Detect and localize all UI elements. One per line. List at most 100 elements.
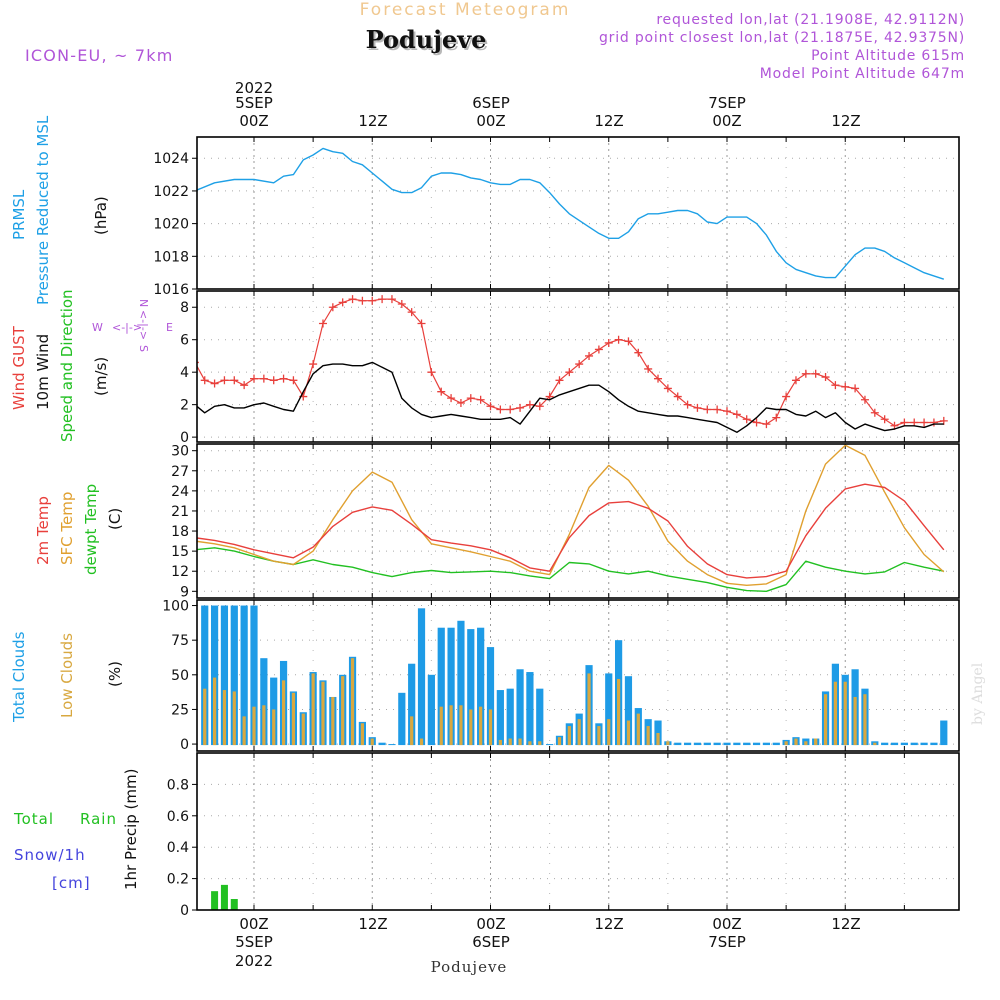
sfc-temp-line	[197, 444, 945, 586]
gust-marker	[732, 410, 741, 419]
gust-marker	[387, 295, 396, 304]
panel-precip-labels: Total Rain Snow/1h [cm] 1hr Precip (mm)	[13, 769, 140, 892]
top-date-6sep: 6SEP	[472, 94, 510, 112]
total-cloud-bar	[220, 605, 229, 746]
panel-clouds: 0 25 50 75 100	[162, 599, 960, 753]
compass-n: N	[137, 299, 150, 307]
low-cloud-bar	[203, 688, 207, 746]
top-time-12z-5sep: 12Z	[358, 112, 387, 130]
gust-marker	[259, 374, 268, 383]
gust-marker	[811, 369, 820, 378]
snow-label: Snow/1h	[14, 846, 86, 864]
y-tick-label-wind: 4	[180, 365, 189, 381]
y-tick-label-pressure: 1024	[153, 151, 189, 167]
gust-marker	[466, 394, 475, 403]
gust-marker	[309, 360, 318, 369]
gust-marker	[486, 402, 495, 411]
gust-label: Wind GUST	[10, 325, 28, 410]
total-cloud-bar	[900, 742, 908, 746]
low-cloud-bar	[321, 681, 325, 746]
low-cloud-bar	[597, 726, 601, 746]
gust-marker	[683, 400, 692, 409]
y-tick-label-temperature: 18	[171, 524, 189, 540]
gust-marker	[496, 405, 505, 414]
gust-marker	[929, 418, 938, 427]
total-cloud-bar	[516, 669, 524, 746]
top-date-7sep: 7SEP	[708, 94, 746, 112]
low-cloud-bar	[557, 737, 562, 746]
total-cloud-bar	[693, 742, 702, 746]
total-cloud-bar	[723, 742, 731, 746]
bottom-date-7sep: 7SEP	[708, 933, 746, 951]
low-cloud-bar	[459, 705, 463, 746]
gust-marker	[831, 381, 840, 390]
footer-location: Podujeve	[431, 958, 508, 976]
panel-wind: 0 2 4 6 8	[180, 290, 960, 446]
total-cloud-bar	[447, 627, 455, 746]
gust-marker	[870, 408, 879, 417]
rain-bar	[220, 884, 228, 910]
low-cloud-bar	[262, 705, 266, 746]
gust-marker	[318, 319, 327, 328]
gust-marker	[742, 415, 751, 424]
wind-label: 10m Wind	[34, 334, 52, 410]
low-cloud-bar	[626, 720, 631, 746]
total-cloud-bar	[624, 676, 633, 746]
gust-marker	[516, 403, 525, 412]
compass-w: W	[92, 321, 103, 334]
top-time-00z-5sep: 00Z	[239, 112, 268, 130]
y-tick-label-temperature: 24	[171, 484, 189, 500]
total-cloud-bar	[378, 742, 386, 746]
panel-temp-labels: 2m Temp SFC Temp dewpt Temp (C)	[34, 484, 124, 575]
gust-marker	[407, 308, 416, 317]
total-cloud-bar	[496, 690, 504, 746]
gust-marker	[614, 335, 623, 344]
bottom-date-5sep: 5SEP	[235, 933, 273, 951]
prmsl-unit-label: (hPa)	[92, 196, 110, 235]
gust-marker	[594, 345, 603, 354]
panel-pressure-labels: PRMSL Pressure Reduced to MSL (hPa)	[10, 115, 110, 305]
gust-marker	[791, 376, 800, 385]
marks-temperature	[197, 444, 945, 592]
gust-marker	[506, 405, 515, 414]
low-cloud-bar	[488, 709, 493, 746]
total-cloud-bar	[940, 720, 948, 746]
gust-marker	[368, 296, 377, 305]
low-cloud-bar	[449, 705, 453, 746]
marks-pressure	[197, 147, 945, 280]
y-tick-label-temperature: 30	[171, 444, 189, 460]
gust-marker	[200, 376, 209, 385]
total-cloud-bar	[506, 688, 514, 746]
y-tick-label-temperature: 21	[171, 504, 189, 520]
gust-line	[197, 298, 944, 427]
gust-marker	[860, 395, 869, 404]
gust-marker	[279, 374, 288, 383]
total-cloud-bar	[260, 658, 268, 746]
y-tick-label-clouds: 0	[180, 737, 189, 753]
total-cloud-bar	[674, 742, 682, 746]
gust-marker	[437, 387, 446, 396]
y-tick-label-temperature: 15	[171, 544, 189, 560]
gust-marker	[535, 402, 544, 411]
total-cloud-bar	[703, 742, 711, 746]
gust-marker	[821, 373, 830, 382]
panel-temperature: 9 12 15 18 21 24 27 30	[171, 443, 960, 600]
total-cloud-bar	[762, 742, 771, 746]
total-cloud-bar	[526, 672, 534, 746]
low-cloud-bar	[331, 696, 335, 746]
gust-marker	[703, 405, 712, 414]
total-cloud-bar	[743, 742, 751, 746]
gust-marker	[644, 364, 653, 373]
gust-marker	[397, 299, 406, 308]
low-cloud-bar	[794, 738, 798, 746]
low-cloud-bar	[873, 742, 877, 746]
total-cloud-bar	[683, 742, 692, 746]
t2m-label: 2m Temp	[34, 496, 52, 565]
total-cloud-bar	[467, 629, 475, 746]
top-time-12z-6sep: 12Z	[594, 112, 623, 130]
gust-marker	[663, 384, 672, 393]
model-label: ICON-EU, ~ 7km	[25, 46, 174, 65]
top-year-label: 2022	[235, 79, 273, 97]
total-cloud-bar	[486, 647, 495, 746]
